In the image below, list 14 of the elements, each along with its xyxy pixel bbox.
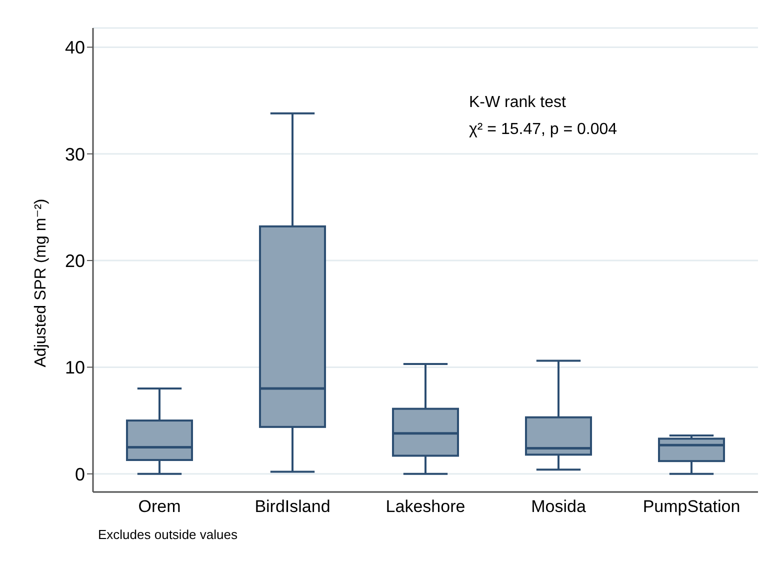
x-tick-label: Mosida (531, 497, 586, 516)
y-tick-label: 0 (74, 464, 85, 484)
x-tick-label: PumpStation (642, 497, 740, 516)
y-tick-label: 20 (64, 250, 85, 271)
annotation: K-W rank test (469, 93, 566, 112)
y-tick-label: 10 (64, 358, 85, 378)
x-tick-label: BirdIsland (254, 497, 330, 516)
x-tick-label: Orem (138, 497, 181, 516)
annotation: χ² = 15.47, p = 0.004 (469, 120, 618, 140)
y-axis-title: Adjusted SPR (mg m⁻²) (32, 198, 50, 368)
y-tick-label: 40 (64, 38, 85, 58)
text: Excludes outside values (98, 527, 238, 543)
x-tick-label: Lakeshore (386, 497, 466, 516)
y-tick-label: 30 (64, 144, 85, 164)
